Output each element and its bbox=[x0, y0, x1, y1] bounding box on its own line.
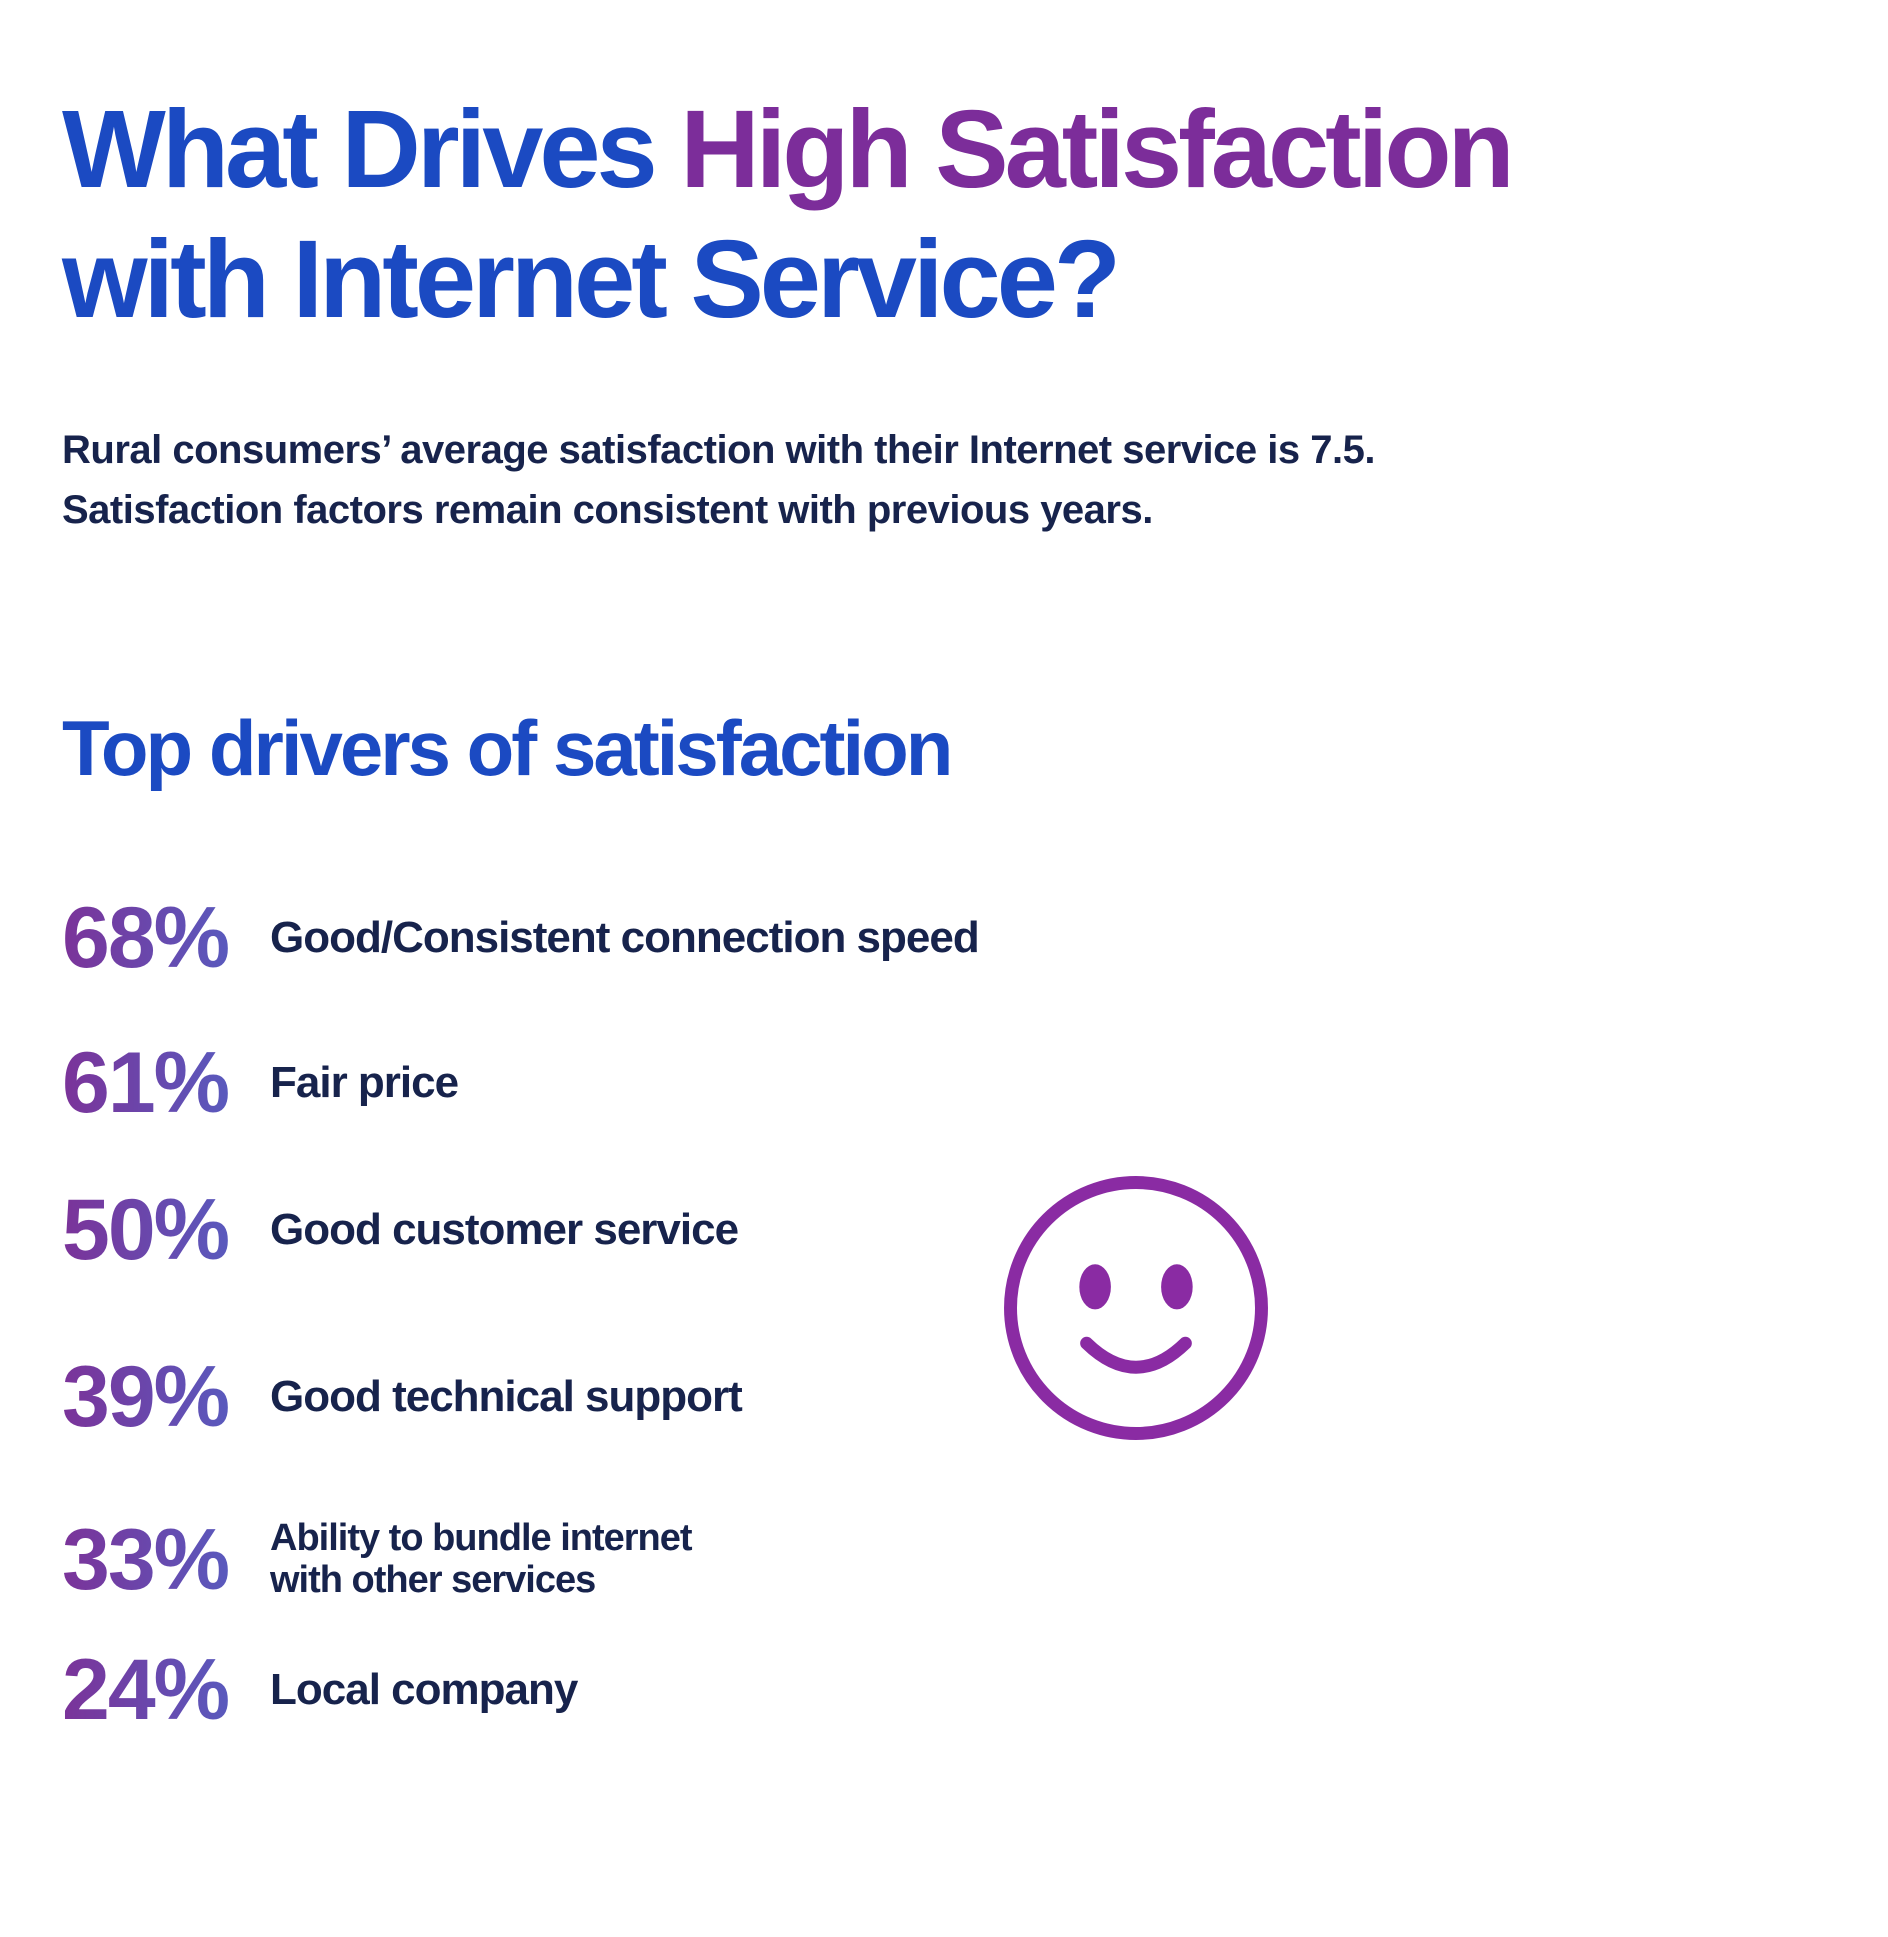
driver-label: Good customer service bbox=[270, 1204, 739, 1254]
driver-label: Good/Consistent connection speed bbox=[270, 912, 980, 962]
driver-row: 50% Good customer service bbox=[62, 1180, 1012, 1280]
title-line2: with Internet Service? bbox=[62, 218, 1121, 341]
title-purple-segment: High Satisfaction bbox=[680, 88, 1514, 211]
driver-percent: 68% bbox=[62, 895, 270, 981]
title-blue-segment: What Drives bbox=[62, 88, 681, 211]
subtitle: Rural consumers’ average satisfaction wi… bbox=[62, 420, 1375, 540]
driver-row: 61% Fair price bbox=[62, 1033, 1012, 1133]
driver-label: Ability to bundle internet with other se… bbox=[270, 1517, 693, 1601]
driver-row: 24% Local company bbox=[62, 1640, 1012, 1740]
driver-percent: 33% bbox=[62, 1517, 270, 1603]
driver-label: Good technical support bbox=[270, 1371, 743, 1421]
driver-label: Fair price bbox=[270, 1057, 459, 1107]
driver-row: 33% Ability to bundle internet with othe… bbox=[62, 1500, 1012, 1620]
section-heading: Top drivers of satisfaction bbox=[62, 704, 953, 792]
driver-percent: 39% bbox=[62, 1354, 270, 1440]
page-title: What Drives High Satisfaction with Intern… bbox=[62, 85, 1515, 345]
driver-label: Local company bbox=[270, 1664, 578, 1714]
driver-percent: 24% bbox=[62, 1647, 270, 1733]
subtitle-line2: Satisfaction factors remain consistent w… bbox=[62, 488, 1153, 532]
smiley-face-icon bbox=[1004, 1176, 1268, 1440]
driver-row: 39% Good technical support bbox=[62, 1347, 1012, 1447]
driver-percent: 61% bbox=[62, 1040, 270, 1126]
subtitle-line1: Rural consumers’ average satisfaction wi… bbox=[62, 428, 1375, 472]
driver-row: 68% Good/Consistent connection speed bbox=[62, 888, 1012, 988]
driver-percent: 50% bbox=[62, 1187, 270, 1273]
